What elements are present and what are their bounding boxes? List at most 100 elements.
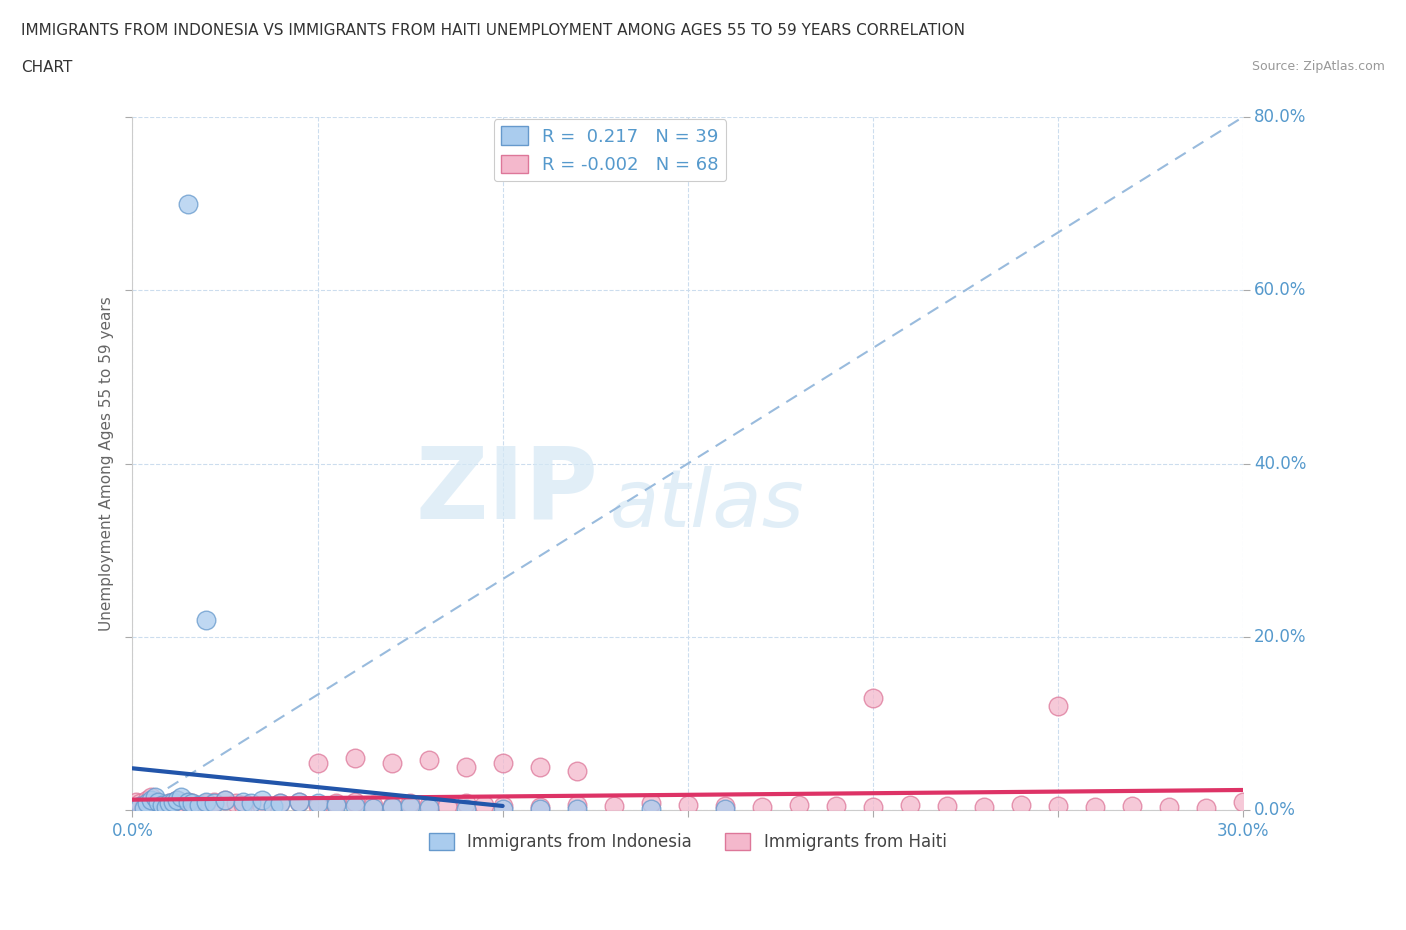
Point bbox=[177, 196, 200, 211]
Point bbox=[270, 796, 292, 811]
Point bbox=[361, 800, 384, 815]
Point bbox=[250, 792, 273, 807]
Point bbox=[143, 794, 166, 809]
Point bbox=[454, 796, 477, 811]
Point bbox=[288, 794, 311, 809]
Point bbox=[418, 752, 440, 767]
Point bbox=[162, 794, 184, 809]
Point bbox=[1046, 698, 1069, 713]
Point bbox=[184, 799, 207, 814]
Point bbox=[136, 792, 159, 807]
Point bbox=[713, 802, 735, 817]
Point bbox=[399, 799, 422, 814]
Point bbox=[150, 798, 173, 813]
Point bbox=[491, 755, 513, 770]
Point bbox=[232, 798, 254, 813]
Point bbox=[472, 798, 495, 813]
Point bbox=[1046, 799, 1069, 814]
Point bbox=[169, 798, 191, 813]
Text: CHART: CHART bbox=[21, 60, 73, 75]
Point bbox=[343, 799, 366, 814]
Point bbox=[139, 790, 162, 804]
Point bbox=[270, 796, 292, 811]
Point bbox=[125, 794, 148, 809]
Point bbox=[148, 794, 170, 809]
Point bbox=[159, 796, 181, 811]
Point bbox=[399, 796, 422, 811]
Point bbox=[188, 800, 211, 815]
Point bbox=[188, 798, 211, 813]
Point bbox=[640, 802, 662, 817]
Point bbox=[565, 802, 588, 817]
Point bbox=[180, 796, 202, 811]
Point bbox=[143, 790, 166, 804]
Point bbox=[713, 799, 735, 814]
Text: IMMIGRANTS FROM INDONESIA VS IMMIGRANTS FROM HAITI UNEMPLOYMENT AMONG AGES 55 TO: IMMIGRANTS FROM INDONESIA VS IMMIGRANTS … bbox=[21, 23, 965, 38]
Point bbox=[751, 800, 773, 815]
Point bbox=[159, 796, 181, 811]
Text: 0.0%: 0.0% bbox=[1254, 802, 1296, 819]
Point bbox=[239, 796, 262, 811]
Point bbox=[1084, 800, 1107, 815]
Point bbox=[436, 799, 458, 814]
Point bbox=[1010, 798, 1032, 813]
Point bbox=[148, 796, 170, 811]
Text: ZIP: ZIP bbox=[416, 443, 599, 539]
Point bbox=[602, 799, 624, 814]
Point bbox=[529, 760, 551, 775]
Point bbox=[529, 802, 551, 817]
Point bbox=[787, 798, 810, 813]
Point bbox=[202, 796, 225, 811]
Point bbox=[380, 800, 402, 815]
Point bbox=[1195, 800, 1218, 815]
Point bbox=[325, 796, 347, 811]
Point bbox=[166, 792, 188, 807]
Point bbox=[132, 799, 155, 814]
Text: 60.0%: 60.0% bbox=[1254, 281, 1306, 299]
Point bbox=[162, 794, 184, 809]
Text: 80.0%: 80.0% bbox=[1254, 108, 1306, 126]
Point bbox=[177, 794, 200, 809]
Point bbox=[1121, 799, 1143, 814]
Point bbox=[307, 796, 329, 811]
Point bbox=[250, 799, 273, 814]
Point bbox=[529, 800, 551, 815]
Point bbox=[418, 800, 440, 815]
Point bbox=[191, 798, 214, 813]
Point bbox=[132, 800, 155, 815]
Point bbox=[343, 751, 366, 765]
Point bbox=[454, 801, 477, 816]
Point bbox=[454, 760, 477, 775]
Point bbox=[155, 800, 177, 815]
Point bbox=[177, 794, 200, 809]
Point bbox=[195, 796, 218, 811]
Point bbox=[214, 792, 236, 807]
Point bbox=[128, 799, 150, 814]
Point bbox=[262, 799, 284, 814]
Point bbox=[232, 794, 254, 809]
Point bbox=[380, 755, 402, 770]
Point bbox=[824, 799, 846, 814]
Point bbox=[361, 798, 384, 813]
Point bbox=[898, 798, 921, 813]
Point bbox=[214, 792, 236, 807]
Point bbox=[380, 799, 402, 814]
Text: atlas: atlas bbox=[610, 466, 804, 544]
Point bbox=[202, 794, 225, 809]
Point bbox=[565, 798, 588, 813]
Point bbox=[169, 790, 191, 804]
Point bbox=[166, 792, 188, 807]
Point bbox=[491, 799, 513, 814]
Point bbox=[1157, 800, 1180, 815]
Point bbox=[195, 612, 218, 627]
Point bbox=[418, 798, 440, 813]
Point bbox=[307, 755, 329, 770]
Point bbox=[155, 800, 177, 815]
Point bbox=[128, 796, 150, 811]
Point bbox=[935, 799, 957, 814]
Text: Source: ZipAtlas.com: Source: ZipAtlas.com bbox=[1251, 60, 1385, 73]
Point bbox=[973, 800, 995, 815]
Point bbox=[195, 794, 218, 809]
Point bbox=[136, 796, 159, 811]
Point bbox=[180, 796, 202, 811]
